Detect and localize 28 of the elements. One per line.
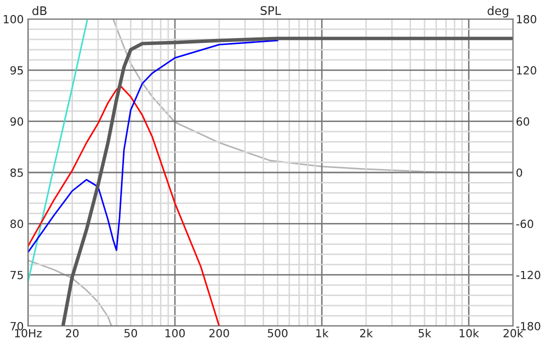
y-tick-label: 85 bbox=[10, 168, 23, 177]
x-tick-label: 10Hz bbox=[15, 328, 42, 338]
x-tick-label: 2k bbox=[360, 328, 373, 338]
x-tick-label: 1k bbox=[316, 328, 329, 338]
y2-axis-title: deg bbox=[488, 6, 508, 18]
x-tick-label: 200 bbox=[209, 328, 230, 338]
x-tick-label: 10k bbox=[460, 328, 480, 338]
chart-title: SPL bbox=[260, 6, 282, 15]
y2-tick-label: 60 bbox=[516, 117, 530, 126]
x-tick-label: 500 bbox=[268, 328, 288, 338]
y-tick-label: 90 bbox=[10, 117, 24, 126]
y-tick-label: 95 bbox=[10, 66, 23, 75]
x-tick-label: 5k bbox=[418, 328, 432, 338]
y2-tick-label: -180 bbox=[516, 322, 540, 330]
y2-tick-label: 120 bbox=[517, 66, 536, 75]
y2-tick-label: 0 bbox=[516, 168, 522, 177]
y-tick-label: 70 bbox=[10, 322, 24, 330]
x-tick-label: 100 bbox=[166, 328, 185, 338]
y-tick-label: 80 bbox=[10, 220, 24, 228]
x-tick-label: 50 bbox=[124, 328, 138, 338]
x-tick-label: 20 bbox=[66, 328, 79, 338]
y-axis-title: dB bbox=[32, 6, 47, 16]
y2-tick-label: -60 bbox=[516, 220, 534, 228]
x-tick-label: 20k bbox=[504, 328, 524, 338]
y-tick-label: 75 bbox=[10, 270, 23, 280]
y-tick-label: 100 bbox=[4, 14, 24, 24]
y2-tick-label: -120 bbox=[516, 270, 540, 280]
y2-tick-label: 180 bbox=[517, 14, 536, 24]
